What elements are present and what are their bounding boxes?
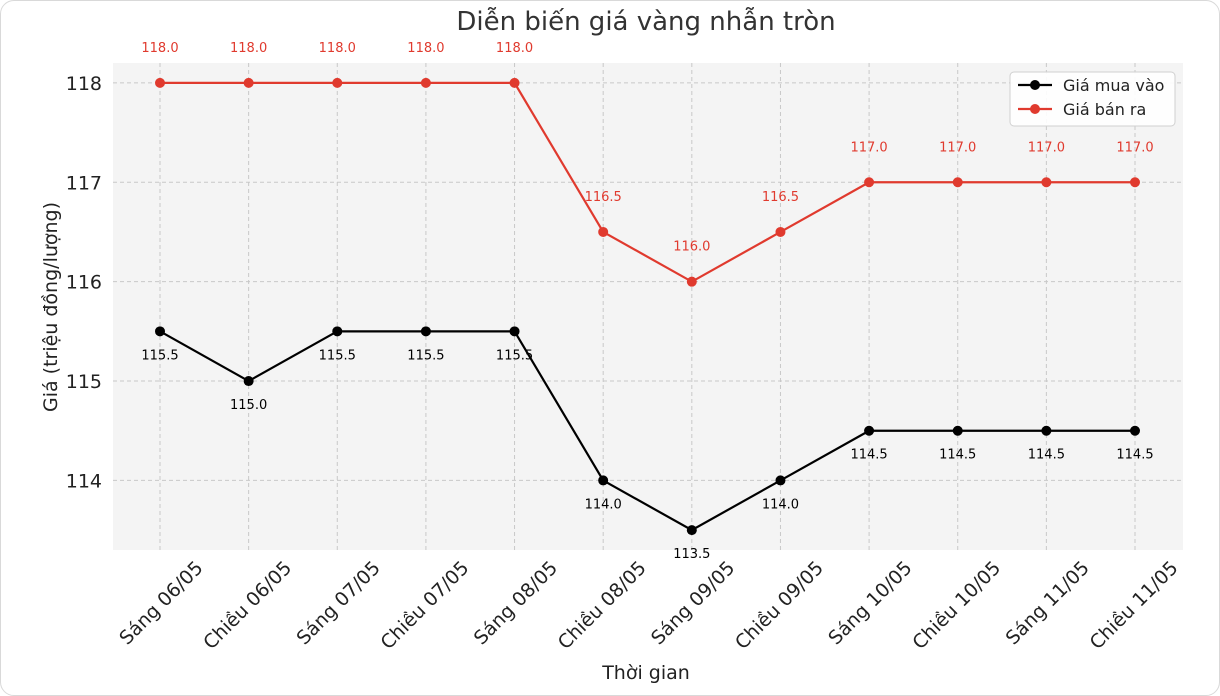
y-tick-label: 115 [66,371,102,393]
data-point [243,77,254,88]
series-line [160,81,1135,283]
data-point [1041,425,1052,436]
data-label: 114.0 [585,497,622,512]
data-point [509,77,520,88]
data-point [775,226,786,237]
data-point [332,77,343,88]
data-point [509,326,520,337]
x-tick-label: Chiều 08/05 [554,557,651,654]
x-axis-label: Thời gian [601,662,690,684]
x-tick-label: Chiều 09/05 [731,557,828,654]
data-label: 118.0 [407,41,444,56]
data-point [1130,425,1140,436]
series-line [159,330,1135,532]
data-label: 115.5 [141,348,178,363]
data-label: 118.0 [496,41,533,56]
data-point [686,276,697,287]
legend-label: Giá bán ra [1063,100,1146,119]
data-label: 117.0 [850,140,887,155]
x-tick-label: Chiều 10/05 [908,557,1005,654]
plot-area [113,63,1183,550]
y-axis-label: Giá (triệu đồng/lượng) [40,202,62,412]
data-label: 117.0 [1028,140,1065,155]
x-tick-label: Sáng 10/05 [824,557,916,649]
data-label: 115.5 [407,348,444,363]
series-points [155,77,1140,536]
data-point [1130,177,1140,188]
y-tick-label: 116 [66,272,102,294]
data-label: 116.0 [673,240,710,255]
legend: Giá mua vào Giá bán ra [1009,71,1176,127]
x-tick-label: Chiều 07/05 [376,557,473,654]
x-tick-label: Sáng 08/05 [470,557,562,649]
data-label: 115.5 [319,348,356,363]
data-point [332,326,343,337]
data-point [420,326,431,337]
data-label: 113.5 [673,547,710,562]
x-tick-label: Sáng 09/05 [647,557,739,649]
data-label: 117.0 [939,140,976,155]
data-point [686,525,697,536]
legend-marker [1030,104,1040,114]
y-axis-ticks: 114 115 116 117 118 [66,73,102,493]
data-label: 116.5 [585,190,622,205]
data-label: 118.0 [230,41,267,56]
data-point [598,226,609,237]
y-tick-label: 118 [66,73,102,95]
data-label: 117.0 [1116,140,1153,155]
data-point [598,475,609,486]
y-tick-label: 114 [66,470,102,492]
data-point [952,425,963,436]
y-tick-label: 117 [66,172,102,194]
data-point [864,177,875,188]
data-label: 114.5 [939,448,976,463]
data-point [155,326,165,337]
legend-marker [1030,80,1040,90]
data-label: 118.0 [319,41,356,56]
chart-title: Diễn biến giá vàng nhẫn tròn [456,6,835,37]
data-label: 115.0 [230,398,267,413]
series-lines [159,81,1135,532]
data-point [420,77,431,88]
data-label: 114.5 [1116,448,1153,463]
data-labels: 115.5 115.0 115.5 115.5 115.5 114.0 113.5 114.0… [141,41,1153,562]
data-point [1041,177,1052,188]
data-point [775,475,786,486]
x-tick-label: Chiều 06/05 [199,557,296,654]
data-label: 114.5 [850,448,887,463]
legend-label: Giá mua vào [1063,76,1164,95]
data-label: 114.5 [1028,448,1065,463]
data-point [952,177,963,188]
x-tick-label: Chiều 11/05 [1086,557,1183,654]
data-label: 114.0 [762,497,799,512]
data-point [864,425,875,436]
data-label: 118.0 [141,41,178,56]
data-label: 115.5 [496,348,533,363]
x-tick-label: Sáng 07/05 [292,557,384,649]
data-point [243,376,254,387]
data-label: 116.5 [762,190,799,205]
data-point [155,77,165,88]
x-tick-label: Sáng 11/05 [1002,557,1094,649]
x-tick-label: Sáng 06/05 [115,557,207,649]
